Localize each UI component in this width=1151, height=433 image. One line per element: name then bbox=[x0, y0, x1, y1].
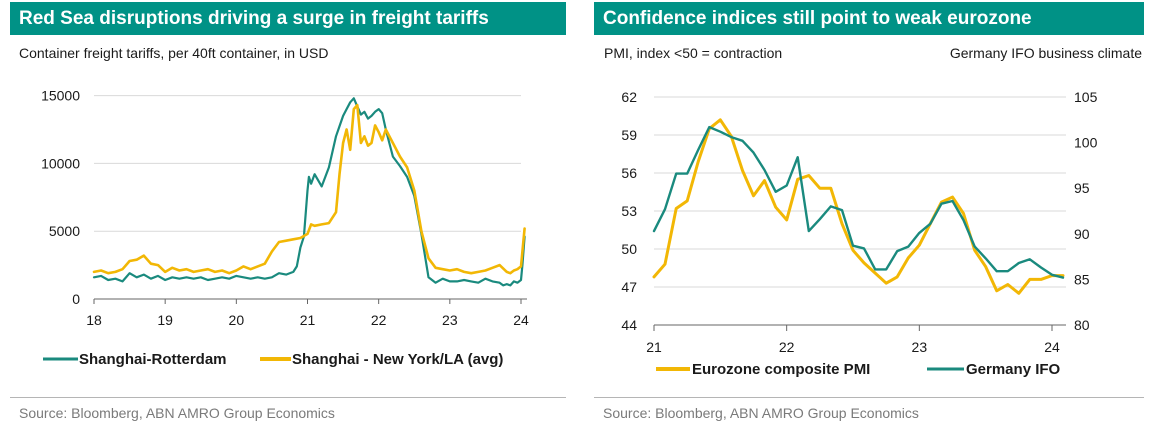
germany-ifo-line bbox=[652, 125, 1065, 279]
y-right-tick-label: 85 bbox=[1074, 271, 1090, 287]
pmi-axis-label: PMI, index <50 = contraction bbox=[604, 45, 783, 61]
y-tick-label: 10000 bbox=[41, 155, 80, 171]
eurozone-pmi-line bbox=[652, 118, 1065, 295]
y-tick-label: 15000 bbox=[41, 88, 80, 104]
confidence-panel: Confidence indices still point to weak e… bbox=[594, 0, 1144, 433]
y-tick-label: 0 bbox=[72, 291, 80, 307]
legend-label-shanghai-rotterdam: Shanghai-Rotterdam bbox=[79, 351, 227, 368]
x-tick-label: 23 bbox=[442, 312, 458, 328]
y-left-tick-label: 59 bbox=[621, 127, 637, 143]
y-left-tick-label: 44 bbox=[621, 317, 637, 333]
x-tick-label: 21 bbox=[300, 312, 316, 328]
freight-chart: 0 5000 10000 15000 18 19 20 21 22 23 24 Shanghai-Ro… bbox=[41, 88, 529, 368]
freight-source-divider bbox=[10, 397, 566, 398]
y-right-tick-label: 100 bbox=[1074, 135, 1098, 151]
freight-chart-subtitle: Container freight tariffs, per 40ft cont… bbox=[19, 45, 329, 61]
y-left-tick-label: 47 bbox=[621, 279, 637, 295]
y-right-tick-label: 80 bbox=[1074, 317, 1090, 333]
y-left-tick-label: 56 bbox=[621, 165, 637, 181]
shanghai-newyork-line bbox=[92, 103, 526, 275]
x-tick-label: 24 bbox=[513, 312, 529, 328]
shanghai-rotterdam-line bbox=[92, 97, 526, 287]
x-tick-label: 19 bbox=[157, 312, 173, 328]
y-right-tick-label: 90 bbox=[1074, 226, 1090, 242]
freight-panel: Red Sea disruptions driving a surge in f… bbox=[10, 0, 566, 433]
freight-chart-title: Red Sea disruptions driving a surge in f… bbox=[10, 2, 566, 35]
legend-label-eurozone-pmi: Eurozone composite PMI bbox=[692, 361, 870, 378]
confidence-source-note: Source: Bloomberg, ABN AMRO Group Econom… bbox=[603, 405, 919, 421]
x-tick-label: 18 bbox=[86, 312, 102, 328]
y-left-tick-label: 53 bbox=[621, 203, 637, 219]
x-tick-label: 20 bbox=[229, 312, 245, 328]
y-right-tick-label: 105 bbox=[1074, 89, 1098, 105]
x-tick-label: 22 bbox=[371, 312, 387, 328]
x-tick-label: 21 bbox=[646, 339, 662, 355]
x-tick-label: 24 bbox=[1044, 339, 1060, 355]
legend-label-shanghai-newyork: Shanghai - New York/LA (avg) bbox=[292, 351, 503, 368]
x-tick-label: 23 bbox=[912, 339, 928, 355]
x-tick-label: 22 bbox=[779, 339, 795, 355]
freight-source-note: Source: Bloomberg, ABN AMRO Group Econom… bbox=[19, 405, 335, 421]
y-right-tick-label: 95 bbox=[1074, 180, 1090, 196]
confidence-chart: 44 47 50 53 56 59 62 80 85 90 95 100 105 21 22 23 24 Euro… bbox=[621, 89, 1098, 378]
confidence-chart-title: Confidence indices still point to weak e… bbox=[594, 2, 1144, 35]
legend-label-germany-ifo: Germany IFO bbox=[966, 361, 1061, 378]
y-left-tick-label: 62 bbox=[621, 89, 637, 105]
y-left-tick-label: 50 bbox=[621, 241, 637, 257]
y-tick-label: 5000 bbox=[49, 223, 80, 239]
confidence-source-divider bbox=[594, 397, 1144, 398]
ifo-axis-label: Germany IFO business climate bbox=[949, 45, 1142, 61]
